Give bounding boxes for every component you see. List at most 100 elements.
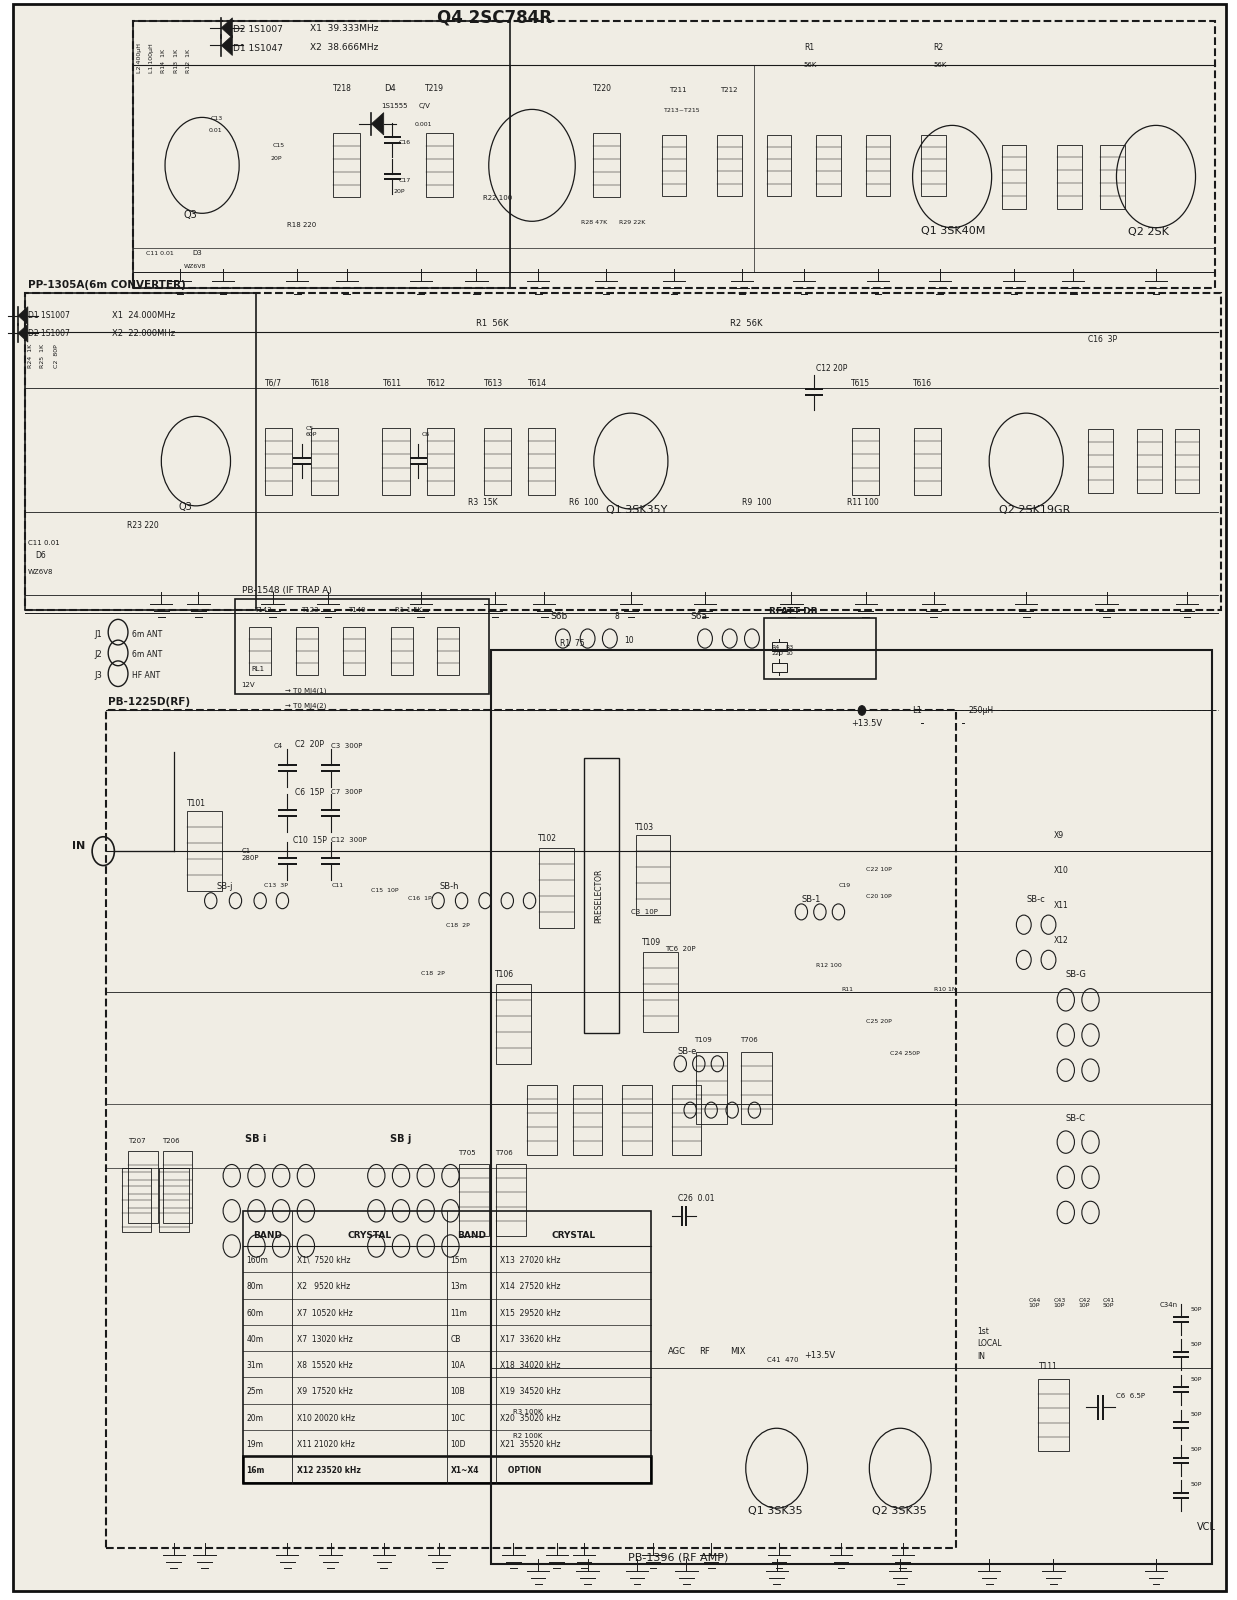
Text: C41  470: C41 470 <box>767 1357 798 1363</box>
Text: T207: T207 <box>127 1138 146 1144</box>
Text: D4: D4 <box>383 85 396 93</box>
Text: T220: T220 <box>593 85 611 93</box>
Text: Q2 2SK19GR: Q2 2SK19GR <box>999 506 1070 515</box>
Polygon shape <box>19 325 28 342</box>
Bar <box>695 1051 726 1123</box>
Text: +13.5V: +13.5V <box>804 1350 835 1360</box>
Text: T705: T705 <box>458 1150 475 1157</box>
Bar <box>296 627 318 675</box>
Text: C16: C16 <box>398 139 411 144</box>
Bar <box>1174 429 1199 493</box>
Bar <box>527 1085 557 1155</box>
Text: R29 22K: R29 22K <box>618 219 644 224</box>
Text: CRYSTAL: CRYSTAL <box>348 1230 392 1240</box>
Text: X9  17520 kHz: X9 17520 kHz <box>297 1387 353 1397</box>
Text: T615: T615 <box>851 379 870 387</box>
Bar <box>717 134 742 195</box>
Text: X1  39.333MHz: X1 39.333MHz <box>309 24 379 32</box>
Text: D2 1S1007: D2 1S1007 <box>233 26 283 34</box>
Text: 50P: 50P <box>1190 1413 1202 1418</box>
Text: Q1 3SK35: Q1 3SK35 <box>748 1506 803 1517</box>
Text: D6: D6 <box>36 552 46 560</box>
Text: X9: X9 <box>1054 830 1064 840</box>
Text: C3  300P: C3 300P <box>330 742 362 749</box>
Text: C6  6.5P: C6 6.5P <box>1117 1394 1145 1400</box>
Text: T618: T618 <box>310 379 330 387</box>
Text: X7  13020 kHz: X7 13020 kHz <box>297 1334 353 1344</box>
Text: T103: T103 <box>635 822 653 832</box>
Text: AGC: AGC <box>668 1347 687 1357</box>
Text: C25 20P: C25 20P <box>866 1019 892 1024</box>
Text: X2  38.666MHz: X2 38.666MHz <box>309 43 379 51</box>
Text: R1: R1 <box>804 43 814 51</box>
Text: T219: T219 <box>424 85 444 93</box>
Text: Q3: Q3 <box>183 210 198 219</box>
Text: 250µH: 250µH <box>969 706 993 715</box>
Text: → T0 MJ4(1): → T0 MJ4(1) <box>285 688 327 694</box>
Text: 16m: 16m <box>246 1466 265 1475</box>
Text: R22 100: R22 100 <box>482 195 512 200</box>
Bar <box>741 1051 772 1123</box>
Polygon shape <box>221 18 233 38</box>
Text: 0.001: 0.001 <box>414 122 432 126</box>
Text: X11: X11 <box>1054 901 1069 910</box>
Text: 10A: 10A <box>450 1362 465 1370</box>
Text: PB-1225D(RF): PB-1225D(RF) <box>108 698 190 707</box>
Text: R1  56K: R1 56K <box>476 320 508 328</box>
Text: 20m: 20m <box>246 1414 263 1422</box>
Text: C18  2P: C18 2P <box>421 971 444 976</box>
Text: R12 100: R12 100 <box>816 963 842 968</box>
Bar <box>1038 1379 1069 1451</box>
Text: R24  1K: R24 1K <box>28 344 33 368</box>
Text: R9  100: R9 100 <box>742 499 772 507</box>
Text: 8: 8 <box>615 611 620 621</box>
Text: X10: X10 <box>1054 866 1069 875</box>
Text: X2   9520 kHz: X2 9520 kHz <box>297 1282 350 1291</box>
Text: VCL: VCL <box>1196 1522 1216 1533</box>
Text: R1  75: R1 75 <box>560 638 585 648</box>
Bar <box>437 627 459 675</box>
Text: 10: 10 <box>625 635 635 645</box>
Bar <box>484 427 511 494</box>
Text: Q1 3SK35Y: Q1 3SK35Y <box>606 506 668 515</box>
Bar <box>162 1150 192 1222</box>
Text: 10B: 10B <box>450 1387 465 1397</box>
Text: C13: C13 <box>210 115 223 120</box>
Text: T102: T102 <box>538 834 557 843</box>
Text: C1
280P: C1 280P <box>241 848 259 861</box>
Text: C16  1P: C16 1P <box>408 896 432 901</box>
Text: C11 0.01: C11 0.01 <box>28 539 59 546</box>
Text: SB j: SB j <box>390 1134 411 1144</box>
Text: C2  20P: C2 20P <box>296 739 324 749</box>
Bar <box>127 1150 157 1222</box>
Text: 15m: 15m <box>450 1256 468 1266</box>
Bar <box>391 627 413 675</box>
Text: X8  15520 kHz: X8 15520 kHz <box>297 1362 353 1370</box>
Text: T143: T143 <box>254 606 272 613</box>
Text: T706: T706 <box>740 1037 757 1043</box>
Text: X18  34020 kHz: X18 34020 kHz <box>500 1362 560 1370</box>
Text: LOCAL: LOCAL <box>977 1339 1002 1349</box>
Text: +13.5V: +13.5V <box>851 718 882 728</box>
Bar <box>491 650 1211 1565</box>
Bar <box>539 848 574 928</box>
Bar <box>235 598 489 694</box>
Text: C20 10P: C20 10P <box>866 894 891 899</box>
Text: T212: T212 <box>720 88 737 93</box>
Text: C11: C11 <box>332 883 344 888</box>
Text: IN: IN <box>72 842 85 851</box>
Bar <box>573 1085 602 1155</box>
Bar <box>343 627 365 675</box>
Text: J3: J3 <box>94 670 101 680</box>
Bar <box>242 1456 651 1483</box>
Text: 6m ANT: 6m ANT <box>131 629 162 638</box>
Bar <box>265 427 292 494</box>
Text: 31m: 31m <box>246 1362 263 1370</box>
Text: T616: T616 <box>913 379 931 387</box>
Bar <box>772 642 787 651</box>
Polygon shape <box>371 112 383 134</box>
Bar <box>1138 429 1163 493</box>
Bar <box>764 618 876 678</box>
Text: X17  33620 kHz: X17 33620 kHz <box>500 1334 560 1344</box>
Text: R14  1K: R14 1K <box>161 48 166 72</box>
